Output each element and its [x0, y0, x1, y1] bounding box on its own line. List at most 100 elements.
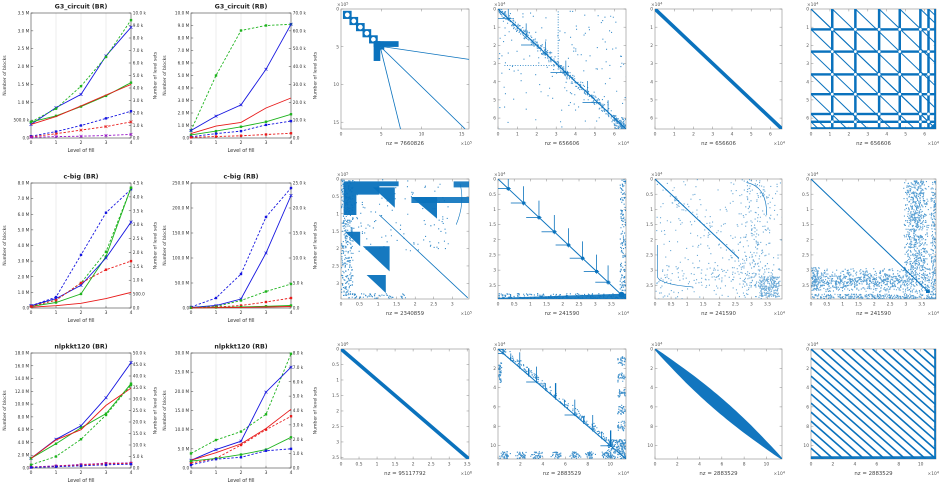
- y-left-tick-label: 6.0 M: [18, 427, 30, 432]
- y-left-tick-label: 3.5 M: [18, 11, 30, 16]
- y-right-tick-label: 30.0 k: [293, 82, 307, 87]
- line-chart-c-big-br-: c-big (BR) 0 1 2 3 4 0.0 1.0 M 2.0 M 3.0 M 4.0 M 5.…: [0, 170, 160, 340]
- x-tick-label: 2: [692, 132, 695, 138]
- y-tick-label: 4: [806, 79, 809, 85]
- x-tick-label: 1: [215, 470, 218, 476]
- nz-label: nz = 241590: [545, 311, 580, 317]
- x-tick-label: 10: [419, 132, 425, 138]
- y-left-tick-label: 2.5 M: [18, 46, 30, 51]
- y-axis-label-left: Number of blocks: [162, 390, 168, 431]
- y-right-tick-label: 50.0 k: [133, 351, 147, 356]
- x-tick-label: 1: [376, 462, 379, 468]
- y-tick-label: 4: [493, 79, 496, 85]
- x-tick-label: 6: [564, 462, 567, 468]
- x-tick-label: 3: [265, 470, 268, 476]
- y-axis-label-right: Number of level sets: [153, 221, 159, 269]
- x-tick-label: 0: [497, 132, 500, 138]
- y-left-tick-label: 7.0 M: [178, 48, 190, 53]
- x-axis-label: Level of fill: [227, 478, 254, 484]
- spy-plot-svg: 0 0 1 1 2 2 3 3 4 4 5 5 6 6 nz = 656606 ×104 ×104: [806, 1, 939, 147]
- x-axis-label: Level of fill: [227, 318, 254, 324]
- y-tick-label: 0: [650, 7, 653, 13]
- y-tick-label: 4: [806, 385, 809, 391]
- y-scale-label: ×105: [337, 1, 348, 8]
- y-tick-label: 1: [336, 378, 339, 384]
- x-tick-label: 4: [290, 470, 293, 476]
- y-tick-label: 5: [650, 98, 653, 104]
- x-scale-label: ×104: [928, 140, 939, 147]
- spy-plot-svg: 0 0 0.5 0.5 1 1 1.5 1.5 2 2 2.5 2.5 3 3 nz = 2340859 ×1…: [332, 171, 472, 317]
- y-tick-label: 4: [650, 385, 653, 391]
- y-right-tick-label: 1.0 k: [133, 123, 144, 128]
- y-left-tick-label: 150.0 M: [172, 231, 189, 236]
- y-scale-label: ×104: [807, 171, 818, 178]
- y-right-tick-label: 50.0 k: [293, 46, 307, 51]
- x-tick-label: 2.5: [430, 302, 437, 308]
- spy-pattern-thick-diagonal: [341, 349, 469, 459]
- x-scale-label: ×104: [618, 140, 629, 147]
- chart-title: G3_circuit (BR): [55, 4, 108, 11]
- chart-title: nlpkkt120 (RB): [214, 344, 267, 351]
- x-tick-label: 2: [519, 462, 522, 468]
- y-axis-label-right: Number of level sets: [153, 51, 159, 99]
- y-left-tick-label: 3.0 M: [18, 259, 30, 264]
- y-right-tick-label: 0.0: [133, 306, 140, 311]
- y-left-tick-label: 9.0 M: [178, 23, 190, 28]
- y-left-tick-label: 250.0 M: [172, 181, 189, 186]
- y-right-tick-label: 45.0 k: [133, 362, 147, 367]
- x-tick-label: 4: [290, 310, 293, 316]
- y-tick-label: 2.5: [802, 253, 809, 259]
- nz-label: nz = 656606: [545, 141, 580, 147]
- y-right-tick-label: 10.0 k: [133, 443, 147, 448]
- x-tick-label: 2: [412, 462, 415, 468]
- y-right-tick-label: 15.0 k: [293, 231, 307, 236]
- spy-pattern-noisy-diagonal: [498, 9, 626, 129]
- x-axis-label: Level of fill: [67, 318, 94, 324]
- y-left-tick-label: 1.0 M: [18, 100, 30, 105]
- y-right-tick-label: 0.0: [293, 136, 300, 141]
- spy-pattern-block-grid: [811, 9, 936, 129]
- x-tick-label: 2: [535, 132, 538, 138]
- y-right-tick-label: 3.0 k: [133, 222, 144, 227]
- x-tick-label: 3: [448, 462, 451, 468]
- y-tick-label: 0: [336, 7, 339, 13]
- y-tick-label: 8: [493, 424, 496, 430]
- x-tick-label: 8: [586, 462, 589, 468]
- y-left-tick-label: 2.0 M: [18, 453, 30, 458]
- y-tick-label: 2: [650, 366, 653, 372]
- y-left-tick-label: 3.0 M: [18, 28, 30, 33]
- y-left-tick-label: 6.0 M: [178, 61, 190, 66]
- y-right-tick-label: 1.0 k: [133, 278, 144, 283]
- nz-label: nz = 656606: [856, 141, 891, 147]
- series-line: [30, 83, 132, 125]
- y-right-tick-label: 15.0 k: [133, 431, 147, 436]
- x-tick-label: 3: [451, 302, 454, 308]
- x-tick-label: 2.5: [732, 302, 739, 308]
- line-chart-svg: G3_circuit (RB)0 1 2 3 40.01.0 M2.0 M3.0 M4.…: [162, 4, 319, 155]
- y-left-tick-label: 18.0 M: [15, 351, 30, 356]
- y-right-tick-label: 8.0 k: [133, 36, 144, 41]
- y-right-tick-label: 25.0 k: [133, 408, 147, 413]
- y-tick-label: 2: [336, 246, 339, 252]
- x-scale-label: ×104: [928, 470, 939, 477]
- y-left-tick-label: 6.0 M: [18, 212, 30, 217]
- x-tick-label: 3: [555, 132, 558, 138]
- x-tick-label: 2: [561, 302, 564, 308]
- x-tick-label: 2: [414, 302, 417, 308]
- y-tick-label: 15: [333, 120, 339, 126]
- y-scale-label: ×104: [651, 1, 662, 8]
- y-right-tick-label: 0.0: [133, 466, 140, 471]
- x-tick-label: 5: [750, 132, 753, 138]
- chart-title: nlpkkt120 (BR): [54, 344, 107, 351]
- x-tick-label: 4: [731, 132, 734, 138]
- y-right-tick-label: 4.0 k: [133, 194, 144, 199]
- y-left-tick-label: 0.0: [183, 136, 190, 141]
- x-tick-label: 2.5: [887, 302, 894, 308]
- y-tick-label: 3: [493, 61, 496, 67]
- y-right-tick-label: 3.0 k: [133, 98, 144, 103]
- x-tick-label: 3.5: [608, 302, 615, 308]
- x-tick-label: 2.5: [428, 462, 435, 468]
- x-tick-label: 0: [340, 302, 343, 308]
- x-tick-label: 1: [55, 310, 58, 316]
- x-scale-label: ×104: [774, 470, 785, 477]
